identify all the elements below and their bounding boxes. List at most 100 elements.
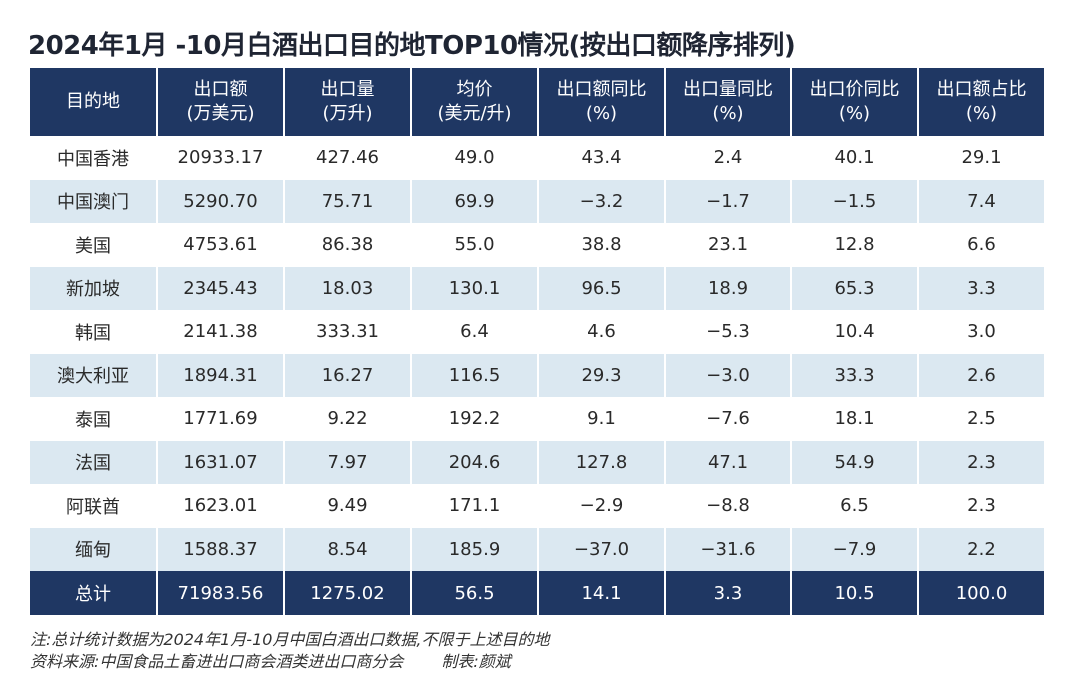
value-cell: 6.5 [791,484,919,528]
value-cell: 69.9 [411,179,539,223]
table-row: 中国澳门 5290.70 75.71 69.9 −3.2 −1.7 −1.5 7.4 [30,179,1044,223]
col-header-avg-price: 均价 (美元/升) [411,68,539,136]
value-cell: 6.6 [918,223,1044,267]
value-cell: 75.71 [284,179,412,223]
value-cell: −1.5 [791,179,919,223]
destination-cell: 中国澳门 [30,179,158,223]
value-cell: 40.1 [791,136,919,180]
value-cell: −2.9 [538,484,666,528]
total-value-cell: 3.3 [665,571,792,615]
table-row: 阿联酋 1623.01 9.49 171.1 −2.9 −8.8 6.5 2.3 [30,484,1044,528]
total-value-cell: 56.5 [411,571,539,615]
value-cell: 2.5 [918,397,1044,441]
value-cell: 1771.69 [157,397,285,441]
value-cell: −1.7 [665,179,792,223]
destination-cell: 韩国 [30,310,158,354]
destination-cell: 澳大利亚 [30,353,158,397]
value-cell: −3.2 [538,179,666,223]
destination-cell: 美国 [30,223,158,267]
col-header-value-yoy: 出口额同比 (%) [538,68,666,136]
value-cell: 18.03 [284,266,412,310]
col-header-destination: 目的地 [30,68,158,136]
value-cell: 204.6 [411,440,539,484]
value-cell: 7.97 [284,440,412,484]
table-row: 法国 1631.07 7.97 204.6 127.8 47.1 54.9 2.3 [30,440,1044,484]
value-cell: −37.0 [538,527,666,571]
destination-cell: 阿联酋 [30,484,158,528]
table-row: 泰国 1771.69 9.22 192.2 9.1 −7.6 18.1 2.5 [30,397,1044,441]
table-row: 中国香港 20933.17 427.46 49.0 43.4 2.4 40.1 29.1 [30,136,1044,180]
value-cell: 2345.43 [157,266,285,310]
value-cell: 33.3 [791,353,919,397]
value-cell: 2141.38 [157,310,285,354]
value-cell: 49.0 [411,136,539,180]
value-cell: −5.3 [665,310,792,354]
col-header-price-yoy: 出口价同比 (%) [791,68,919,136]
value-cell: 1631.07 [157,440,285,484]
value-cell: 18.9 [665,266,792,310]
value-cell: 29.3 [538,353,666,397]
value-cell: 1623.01 [157,484,285,528]
total-label-cell: 总计 [30,571,158,615]
credit-text: 制表:颜斌 [441,652,511,671]
value-cell: 3.0 [918,310,1044,354]
destination-cell: 新加坡 [30,266,158,310]
destination-cell: 中国香港 [30,136,158,180]
total-value-cell: 71983.56 [157,571,285,615]
col-header-volume-yoy: 出口量同比 (%) [665,68,792,136]
footnote-source: 资料来源:中国食品土畜进出口商会酒类进出口商分会 制表:颜斌 [30,648,511,672]
value-cell: 127.8 [538,440,666,484]
value-cell: 12.8 [791,223,919,267]
table-row: 新加坡 2345.43 18.03 130.1 96.5 18.9 65.3 3.3 [30,266,1044,310]
value-cell: 54.9 [791,440,919,484]
value-cell: 6.4 [411,310,539,354]
value-cell: 130.1 [411,266,539,310]
destination-cell: 缅甸 [30,527,158,571]
value-cell: 1588.37 [157,527,285,571]
value-cell: 43.4 [538,136,666,180]
value-cell: 8.54 [284,527,412,571]
value-cell: −8.8 [665,484,792,528]
col-header-export-value: 出口额 (万美元) [157,68,285,136]
total-value-cell: 1275.02 [284,571,412,615]
total-value-cell: 10.5 [791,571,919,615]
value-cell: 10.4 [791,310,919,354]
export-table: 目的地 出口额 (万美元) 出口量 (万升) 均价 (美元/升) 出口额同比 (%) 出… [30,68,1044,615]
value-cell: 2.6 [918,353,1044,397]
value-cell: 9.1 [538,397,666,441]
destination-cell: 法国 [30,440,158,484]
destination-cell: 泰国 [30,397,158,441]
value-cell: 2.3 [918,484,1044,528]
value-cell: −31.6 [665,527,792,571]
table-row: 美国 4753.61 86.38 55.0 38.8 23.1 12.8 6.6 [30,223,1044,267]
value-cell: 4753.61 [157,223,285,267]
value-cell: 96.5 [538,266,666,310]
value-cell: −7.9 [791,527,919,571]
value-cell: 23.1 [665,223,792,267]
value-cell: 86.38 [284,223,412,267]
table-row: 韩国 2141.38 333.31 6.4 4.6 −5.3 10.4 3.0 [30,310,1044,354]
value-cell: 29.1 [918,136,1044,180]
value-cell: 9.49 [284,484,412,528]
value-cell: 2.3 [918,440,1044,484]
value-cell: 9.22 [284,397,412,441]
value-cell: 7.4 [918,179,1044,223]
value-cell: 65.3 [791,266,919,310]
value-cell: −7.6 [665,397,792,441]
value-cell: 20933.17 [157,136,285,180]
value-cell: 5290.70 [157,179,285,223]
value-cell: 2.4 [665,136,792,180]
total-value-cell: 100.0 [918,571,1044,615]
total-value-cell: 14.1 [538,571,666,615]
value-cell: 3.3 [918,266,1044,310]
table-title: 2024年1月 -10月白酒出口目的地TOP10情况(按出口额降序排列) [28,31,796,61]
source-text: 资料来源:中国食品土畜进出口商会酒类进出口商分会 [30,652,404,671]
col-header-value-share: 出口额占比 (%) [918,68,1044,136]
table-row: 澳大利亚 1894.31 16.27 116.5 29.3 −3.0 33.3 2.6 [30,353,1044,397]
value-cell: 333.31 [284,310,412,354]
value-cell: 116.5 [411,353,539,397]
footnote-note: 注:总计统计数据为2024年1月-10月中国白酒出口数据,不限于上述目的地 [30,630,550,649]
value-cell: 4.6 [538,310,666,354]
value-cell: −3.0 [665,353,792,397]
header-row: 目的地 出口额 (万美元) 出口量 (万升) 均价 (美元/升) 出口额同比 (%) 出… [30,68,1044,136]
